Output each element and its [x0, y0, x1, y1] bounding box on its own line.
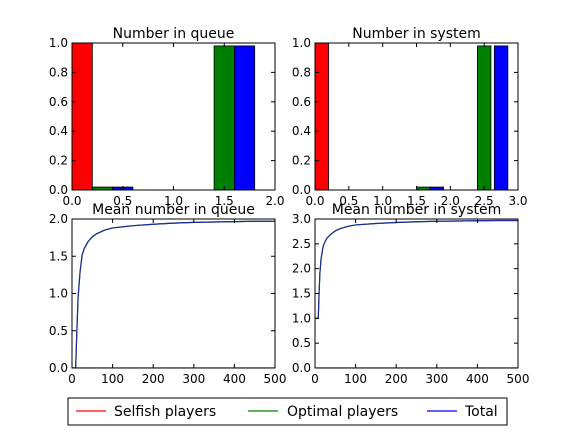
y-tick-label: 1.0 — [49, 36, 68, 50]
x-tick-label: 1.0 — [373, 194, 392, 208]
x-tick-label: 500 — [507, 372, 530, 386]
plot-area — [315, 43, 509, 190]
x-tick-label: 300 — [182, 372, 205, 386]
y-tick-label: 0.4 — [49, 124, 68, 138]
legend-label-optimal: Optimal players — [287, 404, 398, 420]
x-tick-label: 1.5 — [215, 194, 234, 208]
x-tick-label: 1.0 — [164, 194, 183, 208]
axes-frame — [71, 218, 276, 369]
x-tick-label: 2.5 — [475, 194, 494, 208]
x-tick-label: 400 — [223, 372, 246, 386]
panel-queue-mean: Mean number in queue 0 100 200 300 400 500 0.0 0… — [49, 202, 287, 386]
y-tick-label: 0.0 — [292, 183, 311, 197]
y-tick-label: 0.0 — [49, 183, 68, 197]
y-tick-label: 1.0 — [292, 36, 311, 50]
x-tick-label: 400 — [466, 372, 489, 386]
y-tick-label: 1.5 — [292, 287, 311, 301]
legend: Selfish players Optimal players Total — [67, 397, 508, 426]
panel-title: Mean number in queue — [92, 202, 255, 218]
y-tick-label: 2.0 — [292, 262, 311, 276]
axes-frame — [314, 218, 519, 369]
panel-system-mean: Mean number in system 0 100 200 300 400 500 0.0… — [292, 202, 530, 386]
y-tick-label: 1.0 — [49, 287, 68, 301]
bar-total — [233, 45, 256, 190]
bar-total — [493, 45, 509, 190]
y-tick-label: 0.6 — [292, 95, 311, 109]
line-optimal — [315, 219, 518, 319]
x-tick-label: 0.0 — [305, 194, 324, 208]
x-tick-label: 0.5 — [113, 194, 132, 208]
bar-optimal — [213, 45, 235, 190]
panel-title: Number in system — [352, 26, 481, 42]
x-tick-label: 200 — [385, 372, 408, 386]
y-tick-label: 1.0 — [292, 311, 311, 325]
y-tick-label: 0.2 — [49, 154, 68, 168]
line-total — [72, 220, 275, 368]
bar-selfish — [315, 43, 329, 190]
panel-title: Mean number in system — [332, 202, 502, 218]
x-tick-label: 0 — [311, 372, 319, 386]
x-tick-label: 100 — [344, 372, 367, 386]
x-tick-label: 2.0 — [441, 194, 460, 208]
plot-area — [72, 43, 256, 190]
panel-system-hist: Number in system 0.0 0.5 1.0 1.5 2.0 2.5 3.0 0.0… — [292, 26, 528, 208]
bar-selfish — [72, 43, 93, 190]
y-tick-label: 0.0 — [292, 361, 311, 375]
plot-area — [72, 220, 275, 368]
x-tick-label: 0.0 — [62, 194, 81, 208]
legend-label-total: Total — [464, 404, 498, 420]
y-tick-label: 0.5 — [292, 336, 311, 350]
x-tick-label: 200 — [142, 372, 165, 386]
line-optimal — [72, 220, 275, 368]
x-tick-label: 0 — [68, 372, 76, 386]
y-tick-label: 0.5 — [49, 324, 68, 338]
y-tick-label: 0.8 — [292, 65, 311, 79]
y-tick-label: 0.8 — [49, 65, 68, 79]
panel-queue-hist: Number in queue 0.0 0.5 1.0 1.5 2.0 0.0 0.2 0.4 0… — [49, 26, 285, 208]
x-tick-label: 500 — [264, 372, 287, 386]
y-tick-label: 2.0 — [49, 212, 68, 226]
y-tick-label: 0.0 — [49, 361, 68, 375]
x-tick-label: 2.0 — [265, 194, 284, 208]
panel-title: Number in queue — [113, 26, 235, 42]
y-tick-label: 1.5 — [49, 249, 68, 263]
y-tick-label: 3.0 — [292, 212, 311, 226]
x-tick-label: 0.5 — [339, 194, 358, 208]
bar-optimal — [476, 45, 492, 190]
plot-area — [315, 219, 518, 368]
y-tick-label: 2.5 — [292, 237, 311, 251]
line-total — [315, 219, 518, 319]
x-tick-label: 3.0 — [508, 194, 527, 208]
x-tick-label: 1.5 — [407, 194, 426, 208]
legend-label-selfish: Selfish players — [114, 404, 216, 420]
y-tick-label: 0.2 — [292, 154, 311, 168]
x-tick-label: 100 — [101, 372, 124, 386]
x-tick-label: 300 — [425, 372, 448, 386]
y-tick-label: 0.4 — [292, 124, 311, 138]
y-tick-label: 0.6 — [49, 95, 68, 109]
